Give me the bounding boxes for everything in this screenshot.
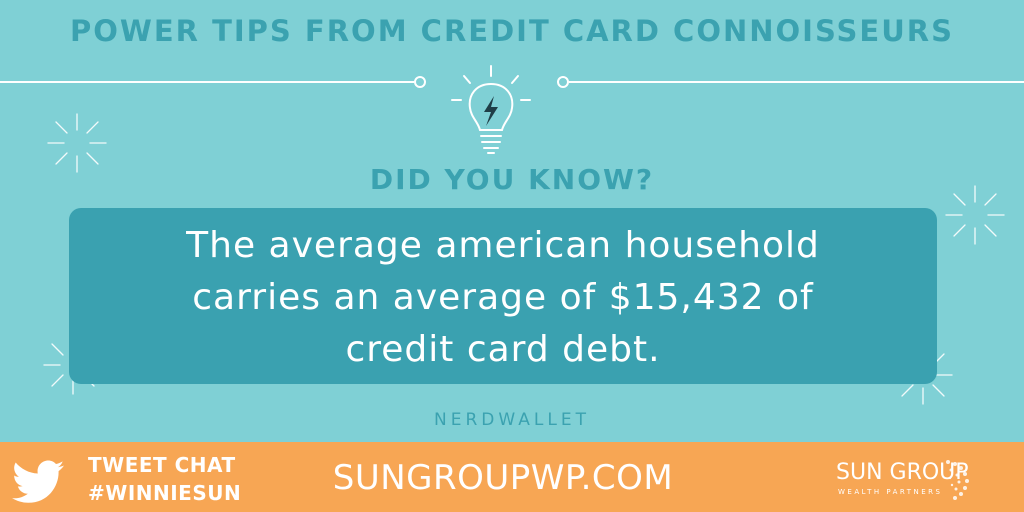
sparkle-icon bbox=[945, 185, 1005, 245]
page-title: POWER TIPS FROM CREDIT CARD CONNOISSEURS bbox=[69, 14, 955, 48]
divider-line bbox=[0, 76, 1024, 88]
did-you-know-heading: DID YOU KNOW? bbox=[369, 163, 655, 196]
lightbulb-icon bbox=[451, 65, 531, 154]
source-credit: NERDWALLET bbox=[434, 410, 590, 430]
tweet-chat-label: TWEET CHAT bbox=[88, 453, 236, 477]
footer-bar bbox=[0, 442, 1024, 512]
hashtag-link[interactable]: #WINNIESUN bbox=[88, 481, 242, 505]
twitter-bird-icon[interactable] bbox=[12, 460, 64, 504]
quote-box bbox=[69, 208, 937, 384]
logo-subtitle: WEALTH PARTNERS bbox=[838, 488, 943, 496]
quote-line: carries an average of $15,432 of bbox=[192, 277, 814, 318]
quote-line: The average american household bbox=[186, 225, 820, 266]
logo-dots-icon bbox=[946, 460, 969, 500]
logo-name: SUN GROUP bbox=[836, 460, 969, 485]
sparkle-icon bbox=[47, 113, 107, 173]
quote-text: The average american household carries a… bbox=[69, 220, 937, 376]
website-link[interactable]: SUNGROUPWP.COM bbox=[332, 458, 674, 498]
quote-line: credit card debt. bbox=[345, 329, 661, 370]
